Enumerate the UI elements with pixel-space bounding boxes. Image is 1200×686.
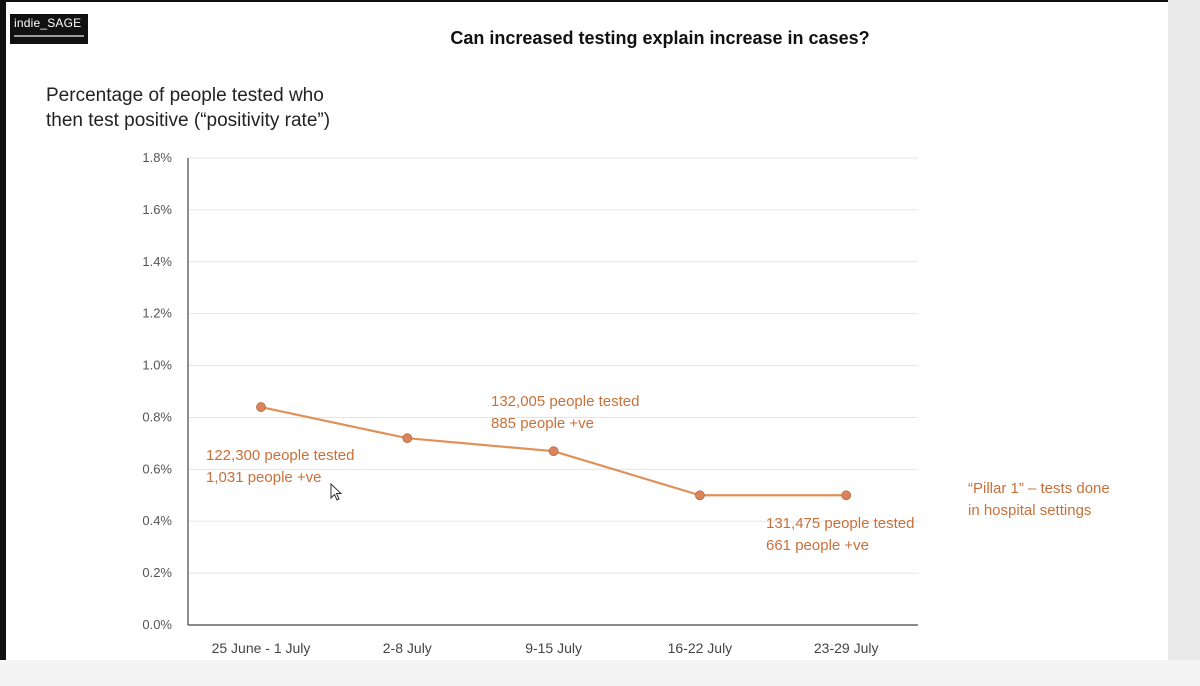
y-tick-label: 1.6% bbox=[142, 202, 172, 217]
y-tick-label: 0.4% bbox=[142, 513, 172, 528]
point-annotation: 661 people +ve bbox=[766, 537, 869, 554]
data-point bbox=[695, 490, 705, 501]
data-point bbox=[256, 402, 266, 412]
y-tick-label: 0.8% bbox=[142, 409, 172, 424]
pillar-note-line-1: “Pillar 1” – tests done bbox=[968, 480, 1110, 497]
indie-sage-logo: indie_SAGE bbox=[10, 14, 88, 44]
point-annotation: 131,475 people tested bbox=[766, 515, 914, 532]
bottom-frame bbox=[0, 660, 1200, 686]
x-tick-label: 25 June - 1 July bbox=[212, 640, 311, 656]
y-axis-label-line-1: Percentage of people tested who bbox=[46, 85, 324, 106]
left-border bbox=[0, 0, 6, 660]
y-tick-label: 0.6% bbox=[142, 461, 172, 476]
y-tick-label: 1.2% bbox=[142, 306, 172, 321]
x-tick-label: 23-29 July bbox=[814, 640, 879, 656]
y-axis-label: Percentage of people tested who then tes… bbox=[46, 83, 406, 133]
logo-text: indie_SAGE bbox=[14, 16, 82, 30]
y-tick-label: 1.8% bbox=[142, 150, 172, 165]
right-frame bbox=[1168, 0, 1200, 660]
y-tick-label: 0.2% bbox=[142, 565, 172, 580]
x-tick-label: 9-15 July bbox=[525, 640, 582, 656]
point-annotation: 1,031 people +ve bbox=[206, 469, 322, 486]
top-border bbox=[0, 0, 1168, 2]
point-annotation: 122,300 people tested bbox=[206, 447, 354, 464]
point-annotation: 885 people +ve bbox=[491, 415, 594, 432]
x-tick-label: 16-22 July bbox=[668, 640, 733, 656]
mouse-cursor-icon bbox=[330, 482, 343, 501]
y-tick-label: 1.4% bbox=[142, 254, 172, 269]
logo-underline bbox=[14, 35, 84, 37]
y-axis-label-line-2: then test positive (“positivity rate”) bbox=[46, 110, 331, 131]
data-point bbox=[402, 433, 413, 444]
x-tick-label: 2-8 July bbox=[383, 640, 432, 656]
point-annotation: 132,005 people tested bbox=[491, 393, 639, 410]
pillar-note: “Pillar 1” – tests done in hospital sett… bbox=[968, 478, 1158, 522]
y-tick-label: 1.0% bbox=[142, 358, 172, 373]
y-tick-label: 0.0% bbox=[142, 617, 172, 632]
slide-background bbox=[6, 0, 1168, 660]
chart-title: Can increased testing explain increase i… bbox=[450, 28, 870, 48]
data-point bbox=[548, 446, 559, 457]
data-point bbox=[841, 490, 852, 501]
pillar-note-line-2: in hospital settings bbox=[968, 502, 1092, 519]
